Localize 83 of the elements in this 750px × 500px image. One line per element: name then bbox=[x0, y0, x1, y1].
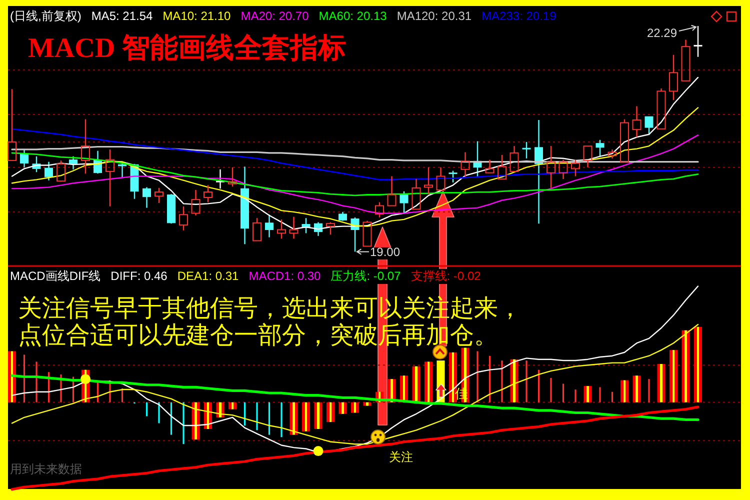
bar bbox=[314, 402, 322, 430]
text: MA60: 20.13 bbox=[318, 9, 388, 23]
bar bbox=[204, 402, 212, 430]
bar bbox=[620, 380, 628, 402]
candlestick bbox=[289, 216, 298, 240]
text: MA10: 21.10 bbox=[162, 9, 232, 23]
candlestick bbox=[546, 145, 556, 188]
bar bbox=[632, 376, 641, 402]
candlestick bbox=[81, 118, 90, 174]
candlestick bbox=[681, 39, 690, 82]
bar bbox=[657, 364, 666, 402]
bar bbox=[228, 402, 236, 410]
bar bbox=[302, 402, 310, 432]
bar bbox=[670, 350, 678, 402]
candlestick bbox=[204, 184, 212, 203]
text: DEA1: 0.31 bbox=[177, 269, 240, 283]
candlestick bbox=[448, 170, 458, 184]
text: MA233: 20.19 bbox=[482, 9, 557, 23]
candlestick bbox=[44, 161, 53, 181]
candlestick bbox=[510, 145, 519, 172]
text: MA20: 20.70 bbox=[240, 9, 310, 23]
text: MACD1: 0.30 bbox=[248, 269, 322, 283]
candlestick bbox=[656, 88, 666, 130]
candlestick bbox=[669, 54, 678, 101]
bar bbox=[682, 330, 690, 402]
bar bbox=[400, 376, 408, 402]
candlestick bbox=[522, 141, 531, 159]
bar bbox=[363, 402, 372, 406]
bar bbox=[510, 359, 518, 402]
candlestick bbox=[154, 187, 164, 204]
annotation: 用到未来数据 bbox=[10, 462, 82, 476]
bar bbox=[192, 402, 200, 440]
candlestick bbox=[596, 139, 604, 158]
candlestick bbox=[179, 206, 188, 232]
bar bbox=[290, 402, 298, 435]
candlestick bbox=[228, 166, 237, 188]
bar bbox=[584, 386, 592, 402]
candlestick bbox=[277, 218, 286, 240]
candlestick bbox=[326, 222, 335, 236]
candlestick bbox=[265, 214, 274, 238]
annotation: 22.29 bbox=[646, 26, 678, 40]
chart-title: MACD画线DIF线 bbox=[10, 269, 101, 283]
bar bbox=[216, 402, 224, 418]
candlestick bbox=[412, 178, 421, 210]
bar bbox=[351, 402, 359, 413]
candlestick bbox=[191, 189, 200, 216]
candlestick bbox=[20, 148, 28, 168]
candlestick bbox=[400, 190, 408, 215]
candlestick bbox=[632, 106, 642, 138]
candlestick bbox=[69, 156, 78, 170]
candlestick bbox=[694, 25, 702, 58]
candlestick bbox=[387, 176, 396, 206]
text: DIFF: 0.46 bbox=[110, 269, 168, 283]
candlestick bbox=[8, 88, 16, 161]
chart-title: MACD 智能画线全套指标 bbox=[28, 33, 346, 64]
bar bbox=[694, 326, 702, 402]
bar bbox=[449, 352, 457, 402]
candlestick bbox=[118, 162, 126, 178]
bar bbox=[338, 402, 347, 414]
chart-subtitle: (日线,前复权) bbox=[10, 9, 82, 23]
annotation: 19.00 bbox=[370, 245, 400, 260]
candlestick bbox=[216, 168, 224, 190]
text: MA120: 20.31 bbox=[396, 9, 472, 23]
bar bbox=[412, 366, 420, 402]
candlestick bbox=[608, 148, 617, 159]
candlestick bbox=[485, 159, 494, 174]
bar bbox=[8, 351, 16, 402]
candlestick bbox=[106, 148, 114, 208]
candlestick bbox=[460, 152, 470, 178]
text: 支撑线: -0.02 bbox=[410, 269, 482, 283]
candlestick bbox=[424, 166, 433, 195]
bar bbox=[326, 402, 334, 422]
candlestick bbox=[558, 159, 568, 180]
candlestick bbox=[644, 116, 654, 136]
annotation: 关注 bbox=[389, 450, 413, 464]
candlestick bbox=[436, 166, 446, 190]
text: 压力线: -0.07 bbox=[330, 269, 402, 283]
bar bbox=[424, 362, 432, 402]
candlestick bbox=[142, 186, 151, 208]
candlestick bbox=[583, 146, 592, 168]
candlestick bbox=[571, 159, 580, 177]
text: MA5: 21.54 bbox=[91, 9, 154, 23]
candlestick bbox=[498, 154, 506, 180]
